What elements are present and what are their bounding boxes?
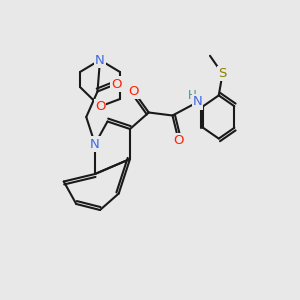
Text: N: N: [95, 53, 105, 67]
Text: H: H: [188, 88, 196, 102]
Text: S: S: [218, 67, 227, 80]
Text: N: N: [193, 95, 202, 109]
Text: O: O: [128, 85, 139, 98]
Text: O: O: [111, 77, 122, 91]
Text: O: O: [173, 134, 184, 148]
Text: O: O: [95, 100, 105, 113]
Text: N: N: [90, 137, 100, 151]
